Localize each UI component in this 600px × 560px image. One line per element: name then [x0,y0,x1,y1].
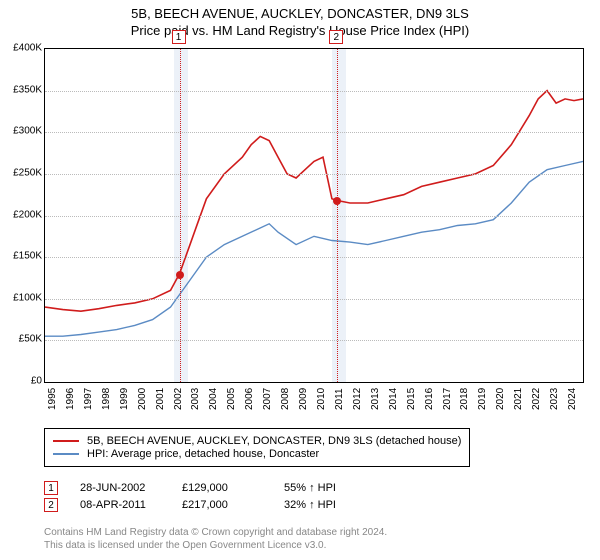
x-axis-label: 2018 [459,388,470,410]
y-axis-label: £350K [0,84,42,95]
x-axis-label: 1995 [47,388,58,410]
x-axis-label: 2010 [316,388,327,410]
sales-table: 1 28-JUN-2002 £129,000 55% ↑ HPI 2 08-APR-201… [44,478,364,515]
chart-container: 5B, BEECH AVENUE, AUCKLEY, DONCASTER, DN… [0,0,600,560]
x-axis-label: 2020 [495,388,506,410]
sale-point [333,197,341,205]
legend-label: HPI: Average price, detached house, Donc… [87,448,319,460]
y-axis-label: £400K [0,43,42,54]
x-axis-label: 1998 [101,388,112,410]
title-block: 5B, BEECH AVENUE, AUCKLEY, DONCASTER, DN… [0,0,600,38]
sale-delta: 32% ↑ HPI [284,499,364,511]
plot-region [44,48,584,383]
sale-delta: 55% ↑ HPI [284,482,364,494]
x-axis-label: 2021 [513,388,524,410]
sale-point [176,271,184,279]
attribution: Contains HM Land Registry data © Crown c… [44,526,387,552]
gridline [45,132,583,133]
gridline [45,257,583,258]
legend: 5B, BEECH AVENUE, AUCKLEY, DONCASTER, DN… [44,428,470,467]
sale-marker-label: 1 [172,30,186,44]
x-axis-label: 2016 [424,388,435,410]
chart-subtitle: Price paid vs. HM Land Registry's House … [0,23,600,38]
gridline [45,174,583,175]
x-axis-label: 2013 [370,388,381,410]
y-axis-label: £300K [0,126,42,137]
x-axis-label: 2012 [352,388,363,410]
x-axis-label: 1997 [83,388,94,410]
gridline [45,299,583,300]
x-axis-label: 2005 [226,388,237,410]
x-axis-label: 2023 [549,388,560,410]
sale-marker-line [180,49,181,382]
gridline [45,91,583,92]
x-axis-label: 2022 [531,388,542,410]
x-axis-label: 2008 [280,388,291,410]
chart-title: 5B, BEECH AVENUE, AUCKLEY, DONCASTER, DN… [0,6,600,21]
legend-item: HPI: Average price, detached house, Donc… [53,448,461,460]
chart-area: £0£50K£100K£150K£200K£250K£300K£350K£400… [44,48,584,418]
legend-swatch [53,453,79,455]
x-axis-label: 2002 [173,388,184,410]
series-line-hpi [45,161,583,336]
gridline [45,216,583,217]
sale-date: 08-APR-2011 [80,499,160,511]
sale-marker-line [337,49,338,382]
x-axis-label: 2019 [477,388,488,410]
gridline [45,340,583,341]
sale-price: £129,000 [182,482,262,494]
x-axis-label: 1996 [65,388,76,410]
series-line-property [45,91,583,312]
sale-price: £217,000 [182,499,262,511]
attribution-line: This data is licensed under the Open Gov… [44,539,387,552]
x-axis-label: 2011 [334,388,345,410]
x-axis-label: 2009 [298,388,309,410]
y-axis-label: £250K [0,167,42,178]
attribution-line: Contains HM Land Registry data © Crown c… [44,526,387,539]
x-axis-label: 2001 [155,388,166,410]
y-axis-label: £200K [0,209,42,220]
sale-marker-label: 2 [329,30,343,44]
x-axis-label: 2017 [442,388,453,410]
sale-marker-icon: 1 [44,481,58,495]
x-axis-label: 2024 [567,388,578,410]
x-axis-label: 2007 [262,388,273,410]
x-axis-label: 2003 [190,388,201,410]
x-axis-label: 2014 [388,388,399,410]
sale-row: 2 08-APR-2011 £217,000 32% ↑ HPI [44,498,364,512]
sale-date: 28-JUN-2002 [80,482,160,494]
legend-swatch [53,440,79,442]
y-axis-label: £100K [0,292,42,303]
y-axis-label: £0 [0,376,42,387]
sale-marker-icon: 2 [44,498,58,512]
legend-item: 5B, BEECH AVENUE, AUCKLEY, DONCASTER, DN… [53,435,461,447]
sale-row: 1 28-JUN-2002 £129,000 55% ↑ HPI [44,481,364,495]
x-axis-label: 2015 [406,388,417,410]
x-axis-label: 2006 [244,388,255,410]
x-axis-label: 2000 [137,388,148,410]
x-axis-label: 2004 [208,388,219,410]
x-axis-label: 1999 [119,388,130,410]
y-axis-label: £50K [0,334,42,345]
legend-label: 5B, BEECH AVENUE, AUCKLEY, DONCASTER, DN… [87,435,461,447]
y-axis-label: £150K [0,251,42,262]
